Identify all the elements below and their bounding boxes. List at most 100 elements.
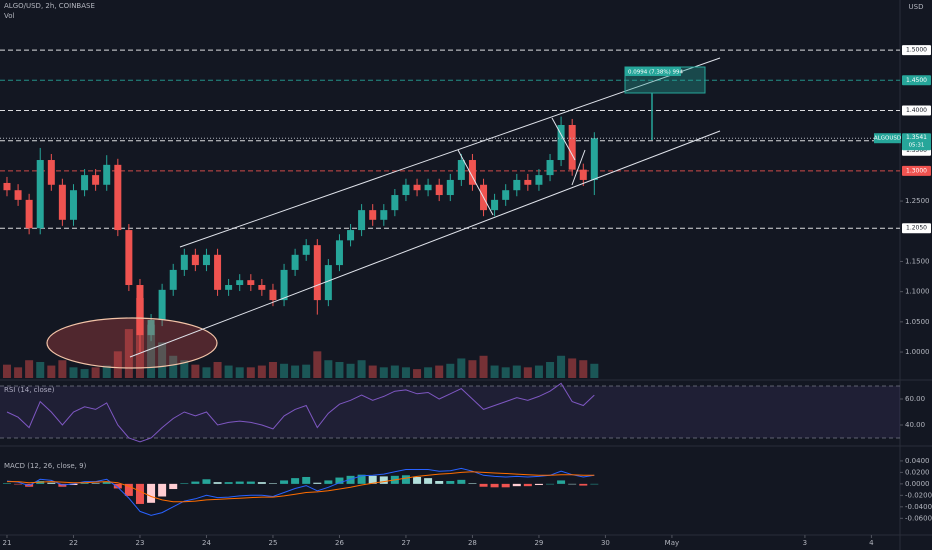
macd-histogram-bar — [568, 483, 577, 485]
trend-line — [571, 149, 586, 186]
volume-bar — [124, 329, 133, 378]
candle-body — [579, 169, 587, 180]
volume-bar — [590, 363, 599, 378]
countdown: 05:31 — [909, 143, 925, 149]
macd-histogram-bar — [435, 480, 444, 484]
macd-histogram-bar — [180, 483, 189, 484]
drawings: 0.0994 (7.38%) 994 — [46, 57, 721, 369]
volume-bar — [368, 365, 377, 378]
macd-histogram-bar — [135, 483, 144, 504]
volume-bar — [335, 362, 344, 378]
y-tick-label: 1.2500 — [905, 197, 930, 205]
volume-bar — [324, 360, 333, 378]
measure-label-bg — [625, 67, 681, 76]
candle-body — [324, 265, 332, 301]
macd-histogram-bar — [69, 483, 78, 486]
candle-body — [335, 240, 343, 266]
volume-bar — [2, 364, 11, 378]
macd-histogram-bar — [47, 482, 56, 484]
macd-histogram-bar — [169, 483, 178, 490]
candle-body — [103, 164, 111, 185]
macd-histogram-bar — [357, 474, 366, 484]
y-tick-label: -0.0200 — [905, 491, 932, 499]
macd-histogram-bar — [546, 483, 555, 485]
candle-body — [247, 280, 255, 286]
symbol-label-bg — [874, 133, 901, 144]
symbol-label: ALGOUSD — [874, 136, 901, 142]
volume-bar — [91, 367, 100, 378]
x-tick-label: May — [665, 539, 679, 547]
volume-bar — [568, 358, 577, 378]
level-label: 1.3000 — [906, 167, 927, 174]
volume-bar — [25, 360, 34, 378]
volume-bar — [313, 351, 322, 378]
macd-histogram-bar — [512, 483, 521, 487]
rsi-line — [6, 382, 595, 443]
volume-bar — [557, 355, 566, 378]
macd-histogram-bar — [413, 476, 422, 484]
candle-body — [214, 254, 222, 290]
candle-body — [546, 160, 554, 176]
x-tick-label: 21 — [3, 539, 12, 547]
macd-histogram-bar — [479, 483, 488, 487]
volume-bar — [401, 367, 410, 378]
volume-bar — [268, 362, 277, 378]
volume-bar — [357, 360, 366, 378]
candle-body — [524, 179, 532, 185]
y-tick-label: 60.00 — [905, 395, 925, 403]
candle-body — [435, 184, 443, 196]
candle-body — [158, 289, 166, 321]
candle-body — [557, 124, 565, 161]
rsi-band — [0, 385, 900, 439]
volume-bar — [58, 360, 67, 378]
x-tick-label: 3 — [803, 539, 807, 547]
x-tick-label: 28 — [468, 539, 477, 547]
y-tick-label: 1.1000 — [905, 288, 930, 296]
candle-body — [69, 190, 77, 220]
macd-histogram-bar — [91, 483, 100, 484]
candle-body — [424, 184, 432, 191]
volume-bar — [302, 364, 311, 378]
macd-histogram-bar — [379, 476, 388, 484]
volume-bar — [147, 324, 156, 378]
candle-body — [358, 210, 366, 231]
x-tick-label: 29 — [534, 539, 543, 547]
y-tick-label: 40.00 — [905, 421, 925, 429]
last-price-bg — [902, 133, 931, 151]
candle-body — [535, 175, 543, 185]
volume-bar — [280, 363, 289, 378]
macd-histogram-bar — [324, 480, 333, 484]
macd-line — [6, 467, 595, 516]
y-tick-label: 0.0200 — [905, 468, 930, 476]
candle-body — [468, 160, 476, 185]
volume-bar — [235, 367, 244, 378]
channel-upper — [179, 57, 721, 248]
x-tick-label: 26 — [335, 539, 344, 547]
volume-bar — [501, 367, 510, 378]
volume-bar — [424, 367, 433, 378]
volume-bar — [36, 362, 45, 378]
x-tick-label: 23 — [136, 539, 145, 547]
volume-bar — [14, 367, 23, 378]
volume-bar — [534, 365, 543, 378]
volume-bar — [379, 367, 388, 378]
volume-bar — [346, 363, 355, 378]
macd-histogram-bar — [14, 483, 23, 485]
volume-bar — [523, 367, 532, 378]
candle-body — [125, 230, 133, 286]
macd-histogram-bar — [579, 483, 588, 486]
macd-histogram-bar — [368, 475, 377, 484]
macd-histogram-bar — [346, 475, 355, 484]
volume-bar — [80, 369, 89, 378]
candle-body — [81, 175, 89, 191]
trend-line — [457, 149, 494, 216]
volume-bar — [512, 365, 521, 378]
macd-histogram-bar — [291, 478, 300, 484]
candle-body — [169, 269, 177, 290]
macd-histogram-bar — [557, 480, 566, 484]
macd-histogram-bar — [523, 483, 532, 487]
candle-body — [313, 245, 321, 301]
axis-unit: USD — [909, 3, 924, 11]
level-label-bg — [902, 223, 931, 234]
last-price: 1.3541 — [906, 134, 927, 141]
